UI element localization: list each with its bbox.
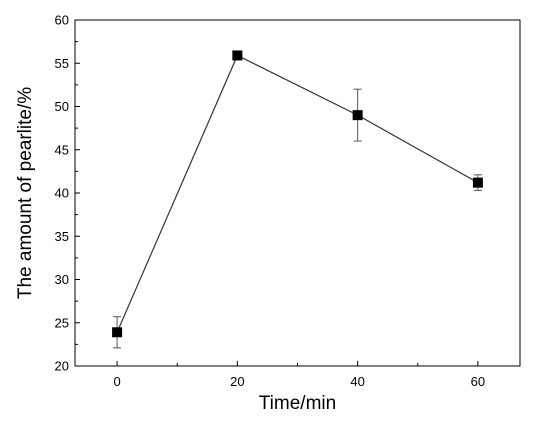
y-tick-label: 60 [55, 13, 69, 28]
x-tick-label: 20 [230, 374, 244, 389]
plot-frame [74, 19, 521, 367]
y-tick-label: 55 [55, 56, 69, 71]
plot-area: 20 25 30 35 40 45 50 55 60 0 20 40 60 [55, 13, 521, 389]
x-tick-label: 0 [113, 374, 120, 389]
y-tick-label: 50 [55, 99, 69, 114]
series-line [116, 54, 479, 333]
y-tick-label: 40 [55, 186, 69, 201]
x-axis-title: Time/min [259, 393, 336, 414]
x-tick-label: 40 [350, 374, 364, 389]
y-tick-label: 35 [55, 229, 69, 244]
y-axis-title: The amount of pearlite/% [15, 87, 36, 299]
data-point [232, 50, 243, 61]
data-point [352, 110, 363, 121]
data-point [472, 177, 483, 188]
y-tick-label: 30 [55, 272, 69, 287]
x-tick-label: 60 [471, 374, 485, 389]
y-tick-label: 45 [55, 142, 69, 157]
y-tick-label: 25 [55, 315, 69, 330]
data-point [112, 327, 123, 338]
y-tick-label: 20 [55, 359, 69, 374]
